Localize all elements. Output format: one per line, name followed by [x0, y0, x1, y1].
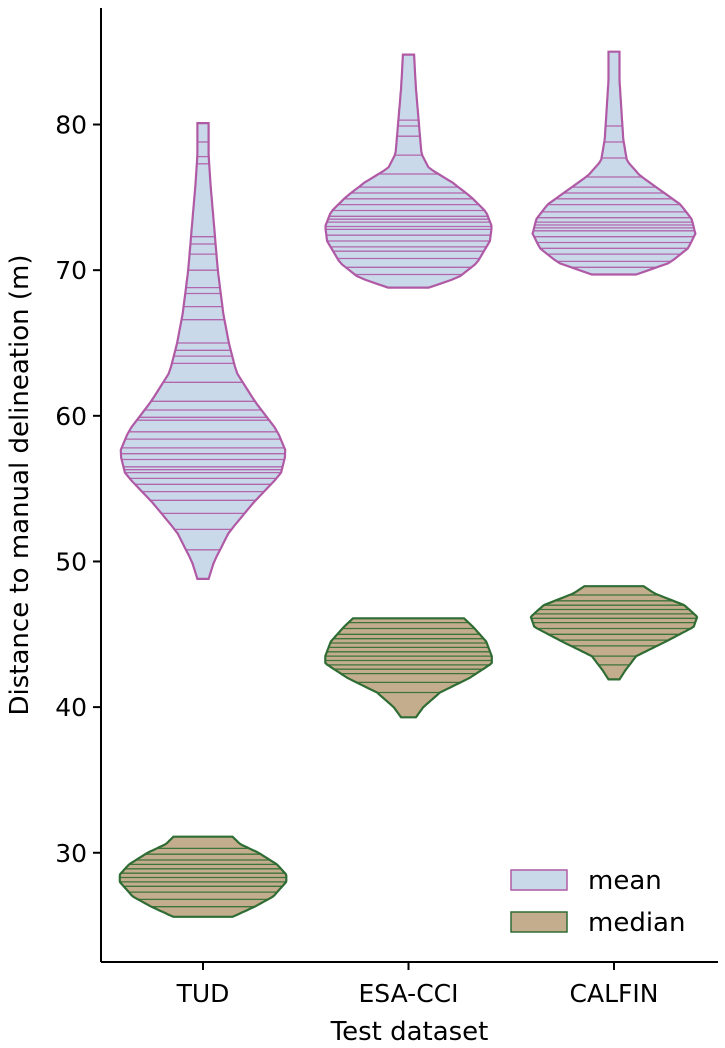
series-median	[118, 585, 699, 918]
violin-median-esa-cci	[324, 617, 493, 719]
series-mean	[119, 50, 697, 580]
y-tick-label: 30	[55, 839, 87, 868]
y-axis-title: Distance to manual delineation (m)	[5, 255, 35, 716]
legend-label-mean: mean	[588, 866, 662, 896]
violin-mean-tud	[119, 122, 287, 580]
y-tick-label: 70	[55, 256, 87, 285]
x-tick-label-esa-cci: ESA-CCI	[359, 979, 459, 1008]
x-tick-label-calfin: CALFIN	[570, 979, 659, 1008]
x-axis-title: Test dataset	[330, 1017, 489, 1047]
axes: 30 40 50 60 70 80 TUD ESA-CCI CALFIN	[55, 8, 718, 1008]
legend: mean median	[510, 866, 685, 938]
y-tick-label: 50	[55, 547, 87, 576]
legend-label-median: median	[588, 908, 685, 938]
violin-layer	[118, 50, 699, 918]
legend-swatch-mean	[510, 869, 568, 891]
x-tick-label-tud: TUD	[176, 979, 230, 1008]
y-tick-label: 80	[55, 111, 87, 140]
legend-swatch-median	[510, 911, 568, 933]
violin-median-tud	[118, 835, 288, 918]
y-tick-label: 60	[55, 402, 87, 431]
y-tick-label: 40	[55, 693, 87, 722]
violin-mean-calfin	[531, 50, 697, 276]
violin-mean-esa-cci	[324, 53, 493, 289]
